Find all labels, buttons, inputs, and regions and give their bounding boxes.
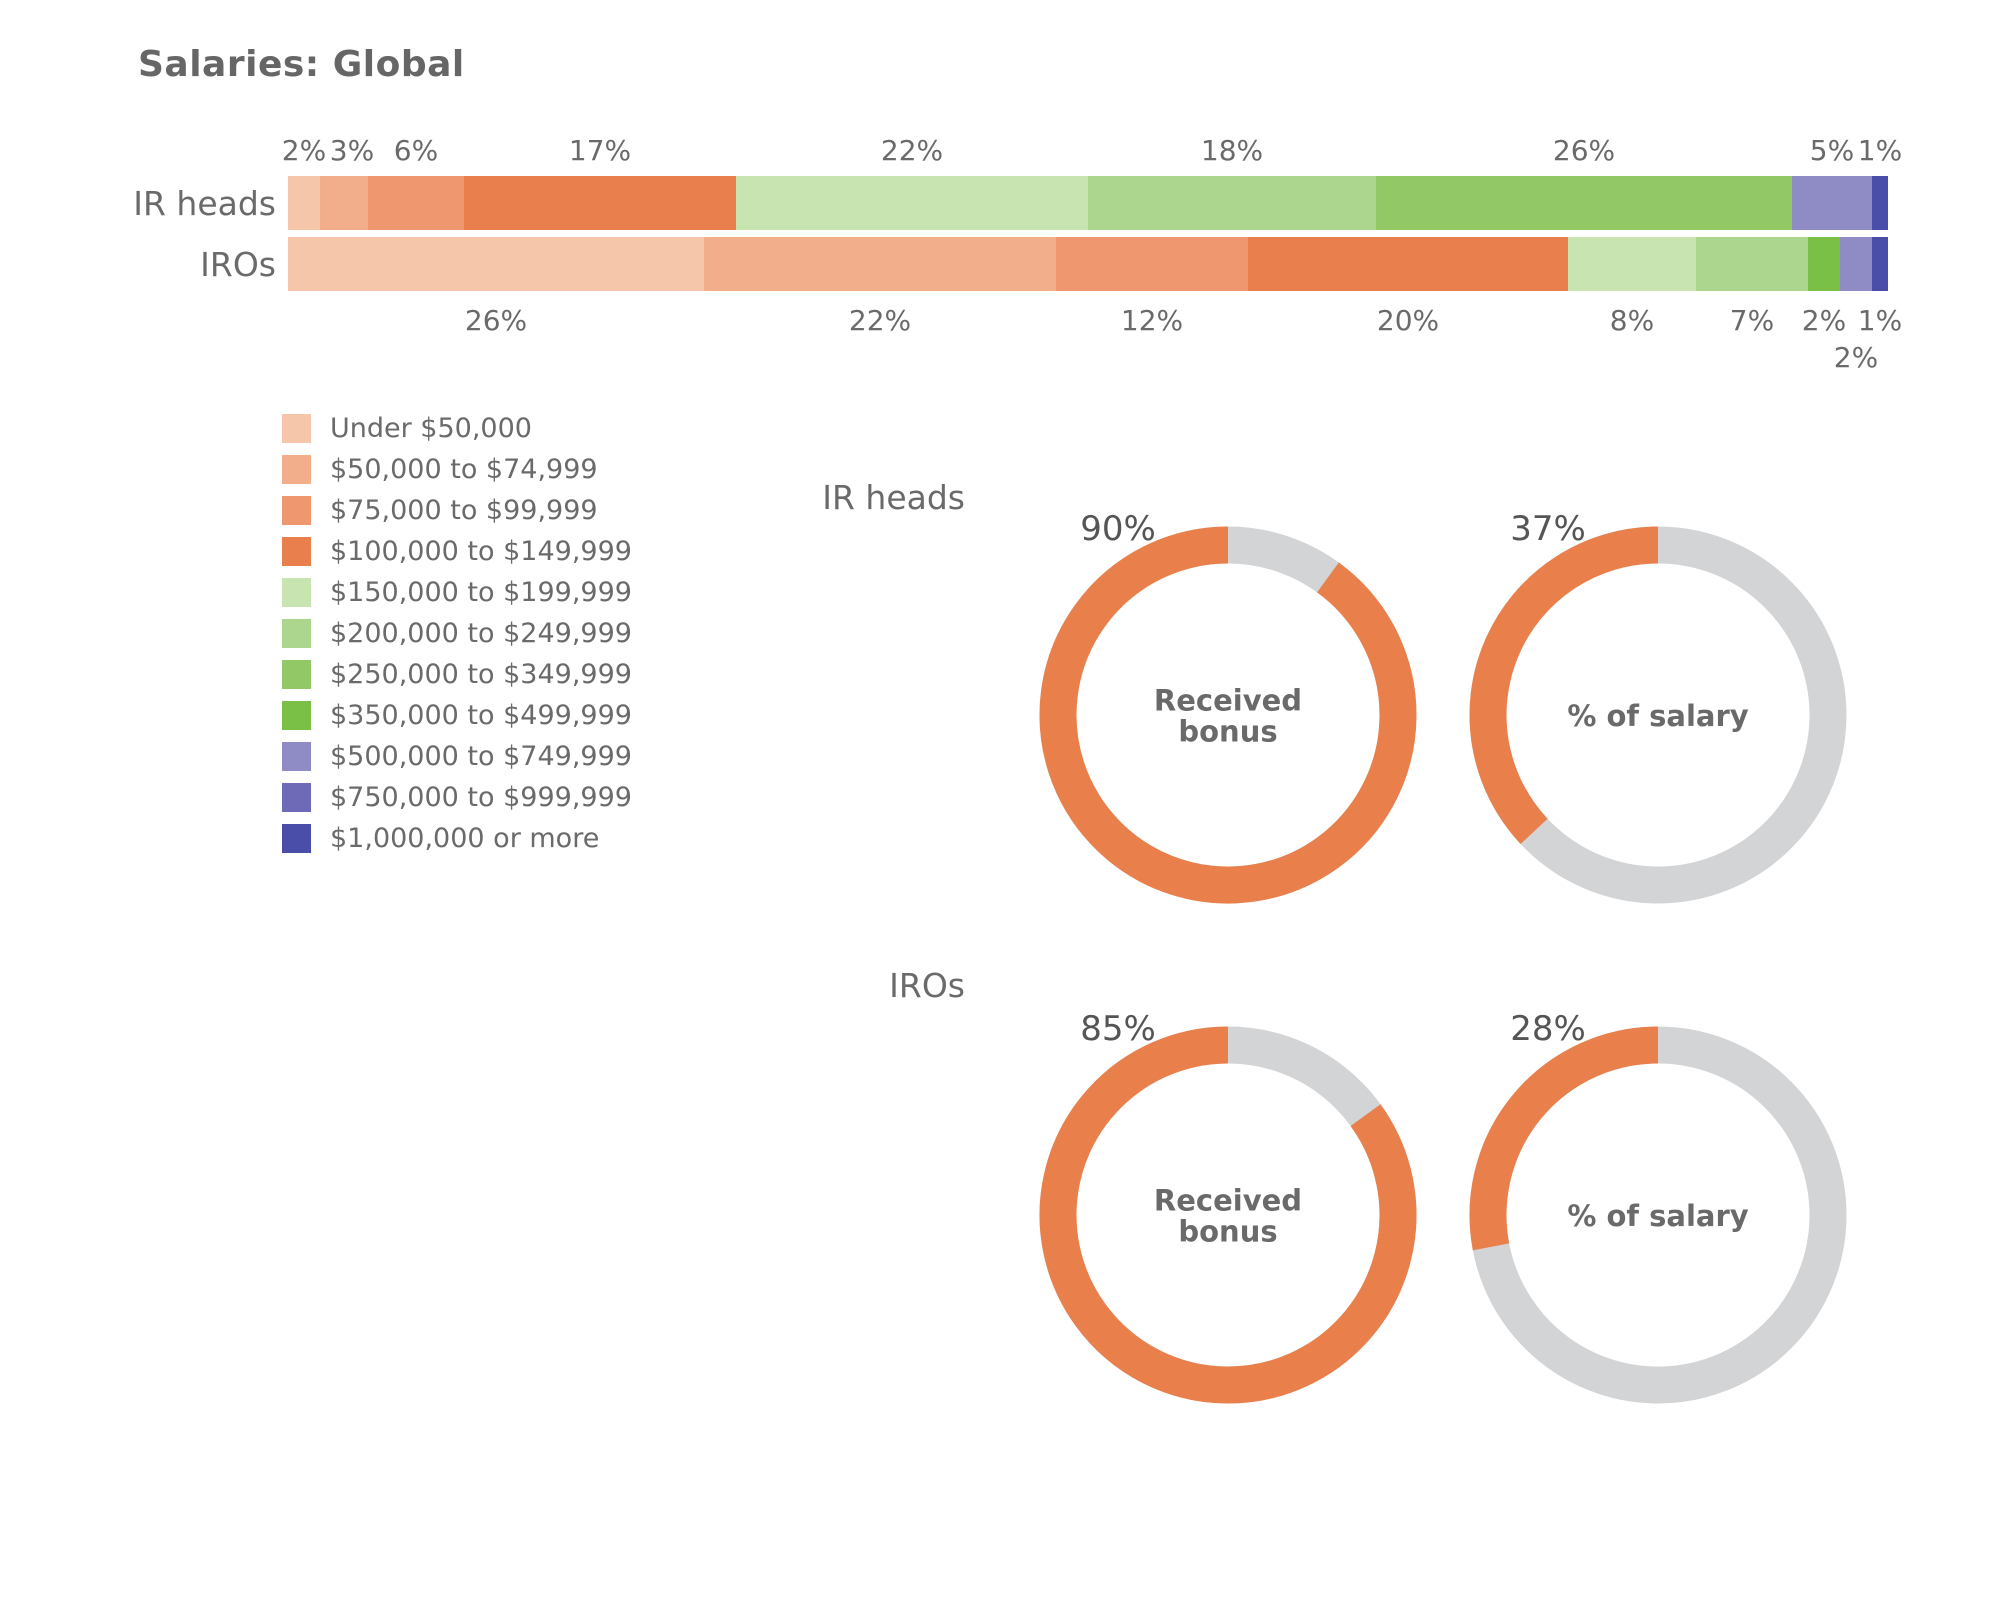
bar-segment-ir-heads-100-000-to-149-999 xyxy=(464,176,736,230)
legend-label: $350,000 to $499,999 xyxy=(330,700,632,731)
bar-segment-ir-heads-75-000-to-99-999 xyxy=(368,176,464,230)
legend-swatch xyxy=(282,619,311,648)
bar-category-label: IROs xyxy=(200,245,276,284)
donut-arc-ir-heads-of-salary xyxy=(1469,526,1659,845)
donut-track-ir-heads-of-salary xyxy=(1469,526,1847,904)
donut-track-ir-heads-received-bonus xyxy=(1039,526,1417,904)
legend-swatch xyxy=(282,701,311,730)
chart-title: Salaries: Global xyxy=(138,44,465,85)
legend-item-150-000-to-199-999: $150,000 to $199,999 xyxy=(282,572,632,613)
bar-segment-iros-100-000-to-149-999 xyxy=(1248,237,1568,291)
legend-swatch xyxy=(282,578,311,607)
legend-swatch xyxy=(282,742,311,771)
bar-data-label: 1% xyxy=(1858,134,1902,167)
legend-item-250-000-to-349-999: $250,000 to $349,999 xyxy=(282,654,632,695)
legend-swatch xyxy=(282,455,311,484)
donut-arc-ir-heads-received-bonus xyxy=(1039,526,1417,904)
donut-center-label: % of salary xyxy=(1567,699,1748,733)
legend-item-100-000-to-149-999: $100,000 to $149,999 xyxy=(282,531,632,572)
bar-segment-ir-heads-500-000-to-749-999 xyxy=(1792,176,1872,230)
donut-track-iros-received-bonus xyxy=(1039,1026,1417,1404)
bar-segment-ir-heads-under-50-000 xyxy=(288,176,320,230)
bar-data-label: 2% xyxy=(1802,304,1846,337)
legend-swatch xyxy=(282,496,311,525)
legend-label: $200,000 to $249,999 xyxy=(330,618,632,649)
bar-segment-iros-75-000-to-99-999 xyxy=(1056,237,1248,291)
donut-center-label: Received xyxy=(1154,684,1302,718)
legend-item-200-000-to-249-999: $200,000 to $249,999 xyxy=(282,613,632,654)
bar-data-label: 22% xyxy=(881,134,943,167)
bar-segment-ir-heads-150-000-to-199-999 xyxy=(736,176,1088,230)
legend-item-1-000-000-or-more: $1,000,000 or more xyxy=(282,818,632,859)
donut-value-label: 28% xyxy=(1510,1009,1586,1049)
legend-label: $1,000,000 or more xyxy=(330,823,600,854)
legend-label: $250,000 to $349,999 xyxy=(330,659,632,690)
bar-data-label: 26% xyxy=(465,304,527,337)
legend-item-75-000-to-99-999: $75,000 to $99,999 xyxy=(282,490,632,531)
donut-arc-iros-of-salary xyxy=(1469,1026,1659,1251)
legend-label: $100,000 to $149,999 xyxy=(330,536,632,567)
donut-value-label: 37% xyxy=(1510,509,1586,549)
legend-item-50-000-to-74-999: $50,000 to $74,999 xyxy=(282,449,632,490)
bar-data-label: 3% xyxy=(330,134,374,167)
donut-center-label: bonus xyxy=(1178,715,1277,749)
legend-item-750-000-to-999-999: $750,000 to $999,999 xyxy=(282,777,632,818)
bar-data-label: 7% xyxy=(1730,304,1774,337)
legend-swatch xyxy=(282,414,311,443)
legend-label: $75,000 to $99,999 xyxy=(330,495,598,526)
legend-label: $500,000 to $749,999 xyxy=(330,741,632,772)
legend: Under $50,000 $50,000 to $74,999 $75,000 t… xyxy=(282,408,632,859)
bar-segment-iros-500-000-to-749-999 xyxy=(1840,237,1872,291)
bar-data-label: 20% xyxy=(1377,304,1439,337)
legend-item-350-000-to-499-999: $350,000 to $499,999 xyxy=(282,695,632,736)
donut-value-label: 85% xyxy=(1080,1009,1156,1049)
bar-category-label: IR heads xyxy=(133,184,276,223)
donut-track-iros-of-salary xyxy=(1469,1026,1847,1404)
donut-center-label: % of salary xyxy=(1567,1199,1748,1233)
bar-data-label: 12% xyxy=(1121,304,1183,337)
group-label-ir-heads: IR heads xyxy=(822,478,965,517)
legend-item-under-50-000: Under $50,000 xyxy=(282,408,632,449)
bar-segment-iros-1-000-000-or-more xyxy=(1872,237,1888,291)
bar-data-label: 2% xyxy=(282,134,326,167)
legend-label: $750,000 to $999,999 xyxy=(330,782,632,813)
bar-segment-ir-heads-50-000-to-74-999 xyxy=(320,176,368,230)
donut-center-label: bonus xyxy=(1178,1215,1277,1249)
bar-segment-ir-heads-1-000-000-or-more xyxy=(1872,176,1888,230)
bar-data-label: 2% xyxy=(1834,341,1878,374)
legend-label: $150,000 to $199,999 xyxy=(330,577,632,608)
bar-data-label: 1% xyxy=(1858,304,1902,337)
donut-arc-iros-received-bonus xyxy=(1039,1026,1417,1404)
bar-segment-iros-150-000-to-199-999 xyxy=(1568,237,1696,291)
group-label-iros: IROs xyxy=(889,966,965,1005)
legend-label: Under $50,000 xyxy=(330,413,532,444)
bar-data-label: 26% xyxy=(1553,134,1615,167)
bar-data-label: 5% xyxy=(1810,134,1854,167)
legend-item-500-000-to-749-999: $500,000 to $749,999 xyxy=(282,736,632,777)
legend-swatch xyxy=(282,783,311,812)
legend-label: $50,000 to $74,999 xyxy=(330,454,598,485)
bar-segment-iros-50-000-to-74-999 xyxy=(704,237,1056,291)
bar-data-label: 22% xyxy=(849,304,911,337)
bar-segment-iros-200-000-to-249-999 xyxy=(1696,237,1808,291)
bar-data-label: 17% xyxy=(569,134,631,167)
legend-swatch xyxy=(282,660,311,689)
donut-value-label: 90% xyxy=(1080,509,1156,549)
donut-center-label: Received xyxy=(1154,1184,1302,1218)
bar-data-label: 18% xyxy=(1201,134,1263,167)
bar-segment-iros-350-000-to-499-999 xyxy=(1808,237,1840,291)
bar-segment-ir-heads-200-000-to-249-999 xyxy=(1088,176,1376,230)
bar-segment-ir-heads-250-000-to-349-999 xyxy=(1376,176,1792,230)
bar-data-label: 8% xyxy=(1610,304,1654,337)
bar-segment-iros-under-50-000 xyxy=(288,237,704,291)
legend-swatch xyxy=(282,824,311,853)
legend-swatch xyxy=(282,537,311,566)
bar-data-label: 6% xyxy=(394,134,438,167)
